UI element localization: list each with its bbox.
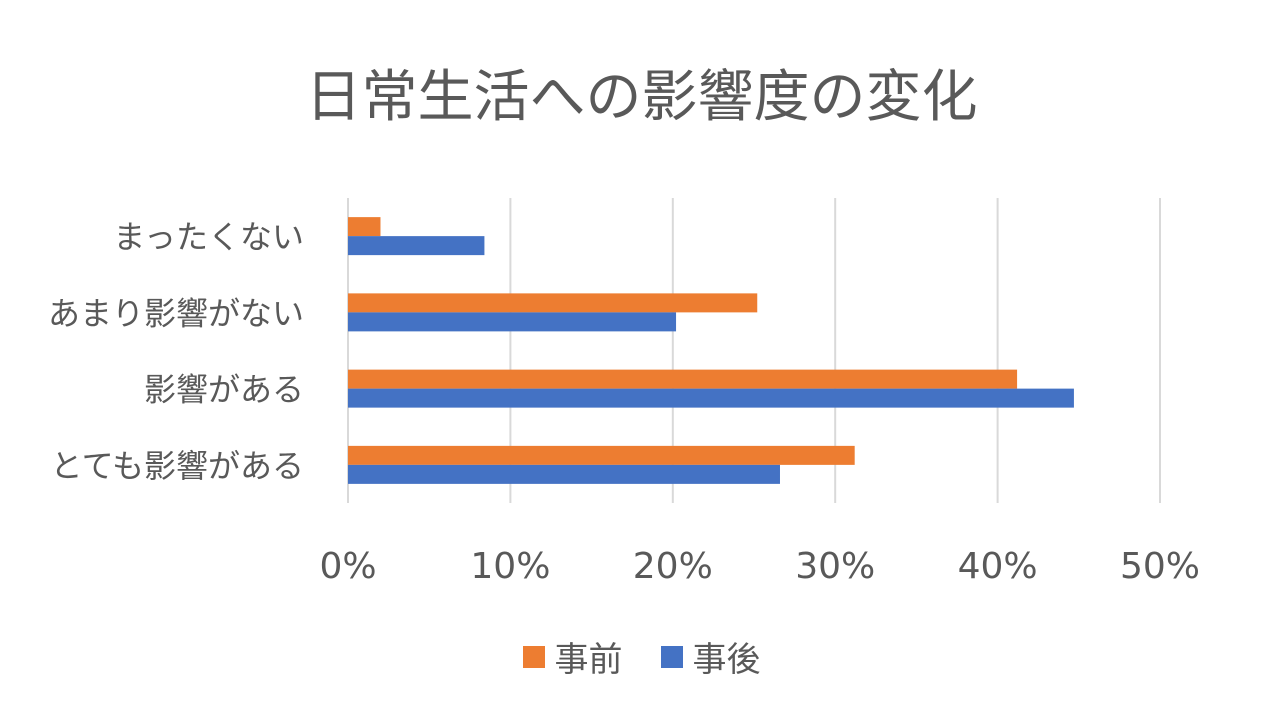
bar-after [348, 464, 780, 484]
bar-before [348, 217, 381, 237]
x-tick-label: 50% [1120, 546, 1200, 587]
legend-swatch-before [522, 645, 545, 668]
legend-swatch-after [660, 645, 683, 668]
y-category-label: とても影響がある [51, 447, 304, 485]
bar-after [348, 388, 1074, 408]
y-category-label: まったくない [113, 218, 304, 256]
x-tick-label: 0% [319, 546, 376, 587]
legend-item-before: 事前 [522, 632, 623, 681]
y-category-label: 影響がある [144, 371, 304, 409]
x-tick-label: 30% [795, 546, 875, 587]
legend-label-before: 事前 [554, 640, 623, 680]
bar-before [348, 445, 855, 465]
chart-title: 日常生活への影響度の変化 [305, 65, 978, 130]
bar-before [348, 369, 1018, 389]
legend: 事前 事後 [0, 632, 1283, 681]
bar-after [348, 236, 485, 256]
x-tick-label: 20% [633, 546, 713, 587]
bar-after [348, 312, 677, 332]
x-tick-label: 40% [958, 546, 1038, 587]
bar-before [348, 293, 758, 313]
x-tick-label: 10% [470, 546, 550, 587]
y-category-label: あまり影響がない [48, 294, 304, 332]
legend-label-after: 事後 [692, 640, 761, 680]
legend-item-after: 事後 [660, 632, 761, 681]
